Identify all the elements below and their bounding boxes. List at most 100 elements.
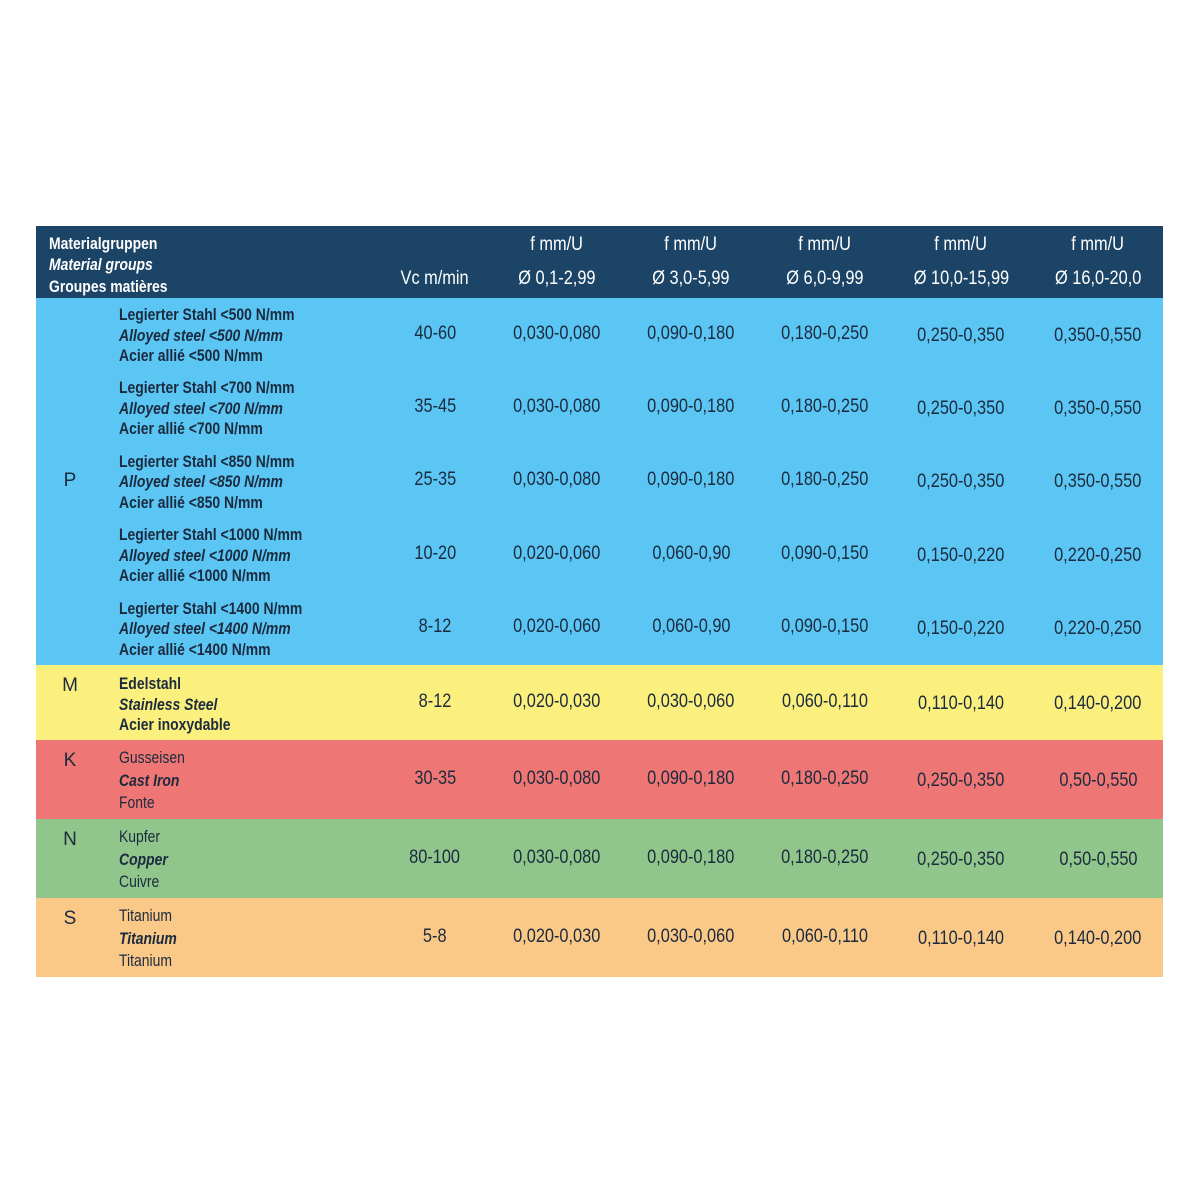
- text: f mm/U: [530, 234, 584, 255]
- feed-value: 0,090-0,180: [621, 323, 761, 345]
- cutting-data-table: Materialgruppen Material groups Groupes …: [36, 226, 1163, 977]
- text: 0,250-0,350: [917, 769, 1005, 791]
- text: 8-12: [418, 616, 452, 638]
- feed-value: 0,180-0,250: [755, 323, 895, 345]
- material-name-line: Titanium: [119, 950, 190, 973]
- header-material-groups-en: Material groups: [49, 255, 153, 274]
- text: 0,060-0,90: [651, 542, 731, 564]
- text: Legierter Stahl <850 N/mm: [119, 451, 295, 471]
- text: 0,250-0,350: [917, 398, 1005, 420]
- text: 0,150-0,220: [917, 618, 1005, 640]
- material-name: Edelstahl Stainless Steel Acier inoxydable: [119, 674, 255, 736]
- table-row: Legierter Stahl <700 N/mm Alloyed steel <…: [36, 371, 1163, 444]
- text: Ø 16,0-20,0: [1054, 268, 1142, 289]
- feed-value: 0,060-0,90: [621, 543, 761, 565]
- material-name-line: Legierter Stahl <500 N/mm: [119, 305, 333, 326]
- feed-value: 0,180-0,250: [755, 768, 895, 790]
- material-group-n: N Kupfer Copper Cuivre 80-100 0,030-0,080 0,09…: [36, 819, 1163, 898]
- table-row: Edelstahl Stainless Steel Acier inoxydable…: [36, 665, 1163, 740]
- feed-value: 0,030-0,080: [487, 469, 627, 491]
- header-feed-unit: f mm/U: [1028, 235, 1168, 255]
- text: 80-100: [409, 846, 461, 868]
- material-name-line: Kupfer: [119, 826, 179, 849]
- feed-value: 0,090-0,180: [621, 396, 761, 418]
- feed-value: 0,50-0,550: [1028, 849, 1168, 871]
- text: 0,060-0,90: [651, 616, 731, 638]
- text: Copper: [119, 849, 168, 869]
- vc-value: 10-20: [365, 543, 505, 565]
- text: 35-45: [414, 396, 456, 418]
- text: 0,090-0,180: [647, 469, 735, 491]
- text: Legierter Stahl <700 N/mm: [119, 378, 295, 398]
- vc-value: 5-8: [365, 926, 505, 948]
- feed-value: 0,180-0,250: [755, 396, 895, 418]
- text: Alloyed steel <850 N/mm: [119, 472, 283, 492]
- text: Alloyed steel <1400 N/mm: [119, 619, 291, 639]
- material-name-line: Gusseisen: [119, 747, 199, 770]
- material-name-line: Alloyed steel <1400 N/mm: [119, 619, 342, 640]
- material-name-line: Cast Iron: [119, 770, 199, 793]
- material-name-line: Legierter Stahl <1400 N/mm: [119, 599, 342, 620]
- material-name: Kupfer Copper Cuivre: [119, 826, 179, 894]
- text: Edelstahl: [119, 674, 181, 693]
- material-name-line: Fonte: [119, 792, 199, 815]
- header-feed-diameter: Ø 6,0-9,99: [755, 269, 895, 289]
- feed-value: 0,030-0,080: [487, 323, 627, 345]
- material-name-line: Acier allié <500 N/mm: [119, 346, 333, 367]
- feed-value: 0,250-0,350: [891, 849, 1031, 871]
- feed-value: 0,020-0,030: [487, 691, 627, 713]
- text: Gusseisen: [119, 748, 185, 767]
- text: 0,030-0,060: [647, 690, 735, 712]
- text: Alloyed steel <1000 N/mm: [119, 545, 291, 565]
- material-name-line: Alloyed steel <500 N/mm: [119, 326, 333, 347]
- text: Acier allié <1400 N/mm: [119, 639, 271, 659]
- feed-value: 0,250-0,350: [891, 398, 1031, 420]
- text: Ø 6,0-9,99: [786, 268, 864, 289]
- text: 0,030-0,080: [513, 469, 601, 491]
- material-name: Legierter Stahl <850 N/mm Alloyed steel <…: [119, 452, 333, 514]
- header-feed-unit: f mm/U: [755, 235, 895, 255]
- text: 0,090-0,180: [647, 322, 735, 344]
- material-name-line: Alloyed steel <1000 N/mm: [119, 546, 342, 567]
- text: 0,030-0,080: [513, 396, 601, 418]
- text: 0,020-0,060: [513, 542, 601, 564]
- material-name-line: Edelstahl: [119, 674, 255, 695]
- material-group-m: M Edelstahl Stainless Steel Acier inoxydabl…: [36, 665, 1163, 740]
- feed-value: 0,110-0,140: [891, 928, 1031, 950]
- material-name: Legierter Stahl <1400 N/mm Alloyed steel …: [119, 599, 342, 661]
- text: 0,220-0,250: [1054, 544, 1142, 566]
- text: 10-20: [414, 542, 456, 564]
- vc-value: 80-100: [365, 847, 505, 869]
- text: 0,110-0,140: [917, 927, 1004, 949]
- text: f mm/U: [798, 234, 852, 255]
- text: 0,030-0,080: [513, 322, 601, 344]
- table-row: Legierter Stahl <1000 N/mm Alloyed steel …: [36, 518, 1163, 591]
- text: 0,250-0,350: [917, 324, 1005, 346]
- group-code: P: [63, 469, 77, 491]
- material-group-s: S Titanium Titanium Titanium 5-8 0,020-0,030 0…: [36, 898, 1163, 977]
- vc-value: 30-35: [365, 768, 505, 790]
- text: Cuivre: [119, 872, 160, 891]
- feed-value: 0,060-0,90: [621, 616, 761, 638]
- feed-value: 0,060-0,110: [755, 926, 895, 948]
- text: Kupfer: [119, 827, 161, 846]
- material-name-line: Legierter Stahl <700 N/mm: [119, 378, 333, 399]
- feed-value: 0,020-0,060: [487, 543, 627, 565]
- table-row: Kupfer Copper Cuivre 80-100 0,030-0,080 0,090…: [36, 819, 1163, 898]
- text: 0,220-0,250: [1054, 618, 1142, 640]
- feed-value: 0,110-0,140: [891, 693, 1031, 715]
- material-group-p: P Legierter Stahl <500 N/mm Alloyed steel …: [36, 298, 1163, 665]
- header-feed-diameter: Ø 16,0-20,0: [1028, 269, 1168, 289]
- text: 0,090-0,180: [647, 767, 735, 789]
- feed-value: 0,030-0,080: [487, 768, 627, 790]
- vc-value: 25-35: [365, 469, 505, 491]
- table-row: Legierter Stahl <850 N/mm Alloyed steel <…: [36, 445, 1163, 518]
- text: 0,250-0,350: [917, 471, 1005, 493]
- table-row: Titanium Titanium Titanium 5-8 0,020-0,030 0,…: [36, 898, 1163, 977]
- text: Titanium: [119, 928, 177, 948]
- header-feed-diameter: Ø 3,0-5,99: [621, 269, 761, 289]
- material-name-line: Alloyed steel <700 N/mm: [119, 399, 333, 420]
- feed-value: 0,090-0,180: [621, 847, 761, 869]
- text: 0,180-0,250: [781, 846, 869, 868]
- feed-value: 0,030-0,080: [487, 847, 627, 869]
